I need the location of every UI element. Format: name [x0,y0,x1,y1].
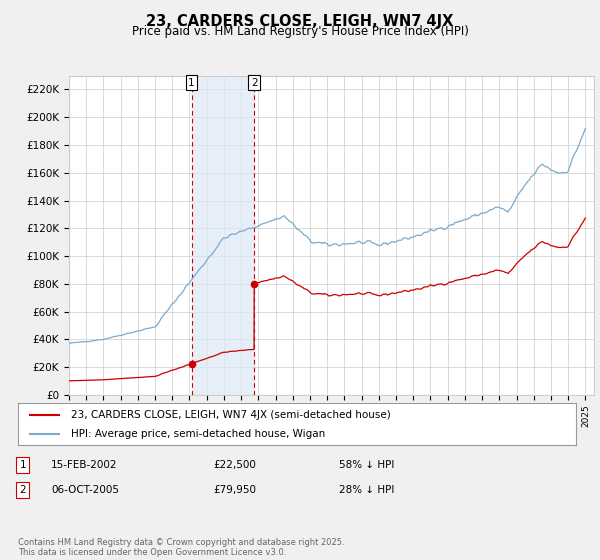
Text: 1: 1 [188,77,195,87]
Text: 28% ↓ HPI: 28% ↓ HPI [339,485,394,495]
Bar [191,76,254,395]
Text: 15-FEB-2002: 15-FEB-2002 [51,460,118,470]
Text: 2: 2 [19,485,26,495]
Text: £79,950: £79,950 [213,485,256,495]
Text: Price paid vs. HM Land Registry's House Price Index (HPI): Price paid vs. HM Land Registry's House … [131,25,469,38]
Text: £22,500: £22,500 [213,460,256,470]
Text: 23, CARDERS CLOSE, LEIGH, WN7 4JX (semi-detached house): 23, CARDERS CLOSE, LEIGH, WN7 4JX (semi-… [71,409,391,419]
Text: 06-OCT-2005: 06-OCT-2005 [51,485,119,495]
Text: 2: 2 [251,77,257,87]
Text: Contains HM Land Registry data © Crown copyright and database right 2025.
This d: Contains HM Land Registry data © Crown c… [18,538,344,557]
Text: 58% ↓ HPI: 58% ↓ HPI [339,460,394,470]
Text: HPI: Average price, semi-detached house, Wigan: HPI: Average price, semi-detached house,… [71,429,325,439]
Text: 1: 1 [19,460,26,470]
Text: 23, CARDERS CLOSE, LEIGH, WN7 4JX: 23, CARDERS CLOSE, LEIGH, WN7 4JX [146,14,454,29]
